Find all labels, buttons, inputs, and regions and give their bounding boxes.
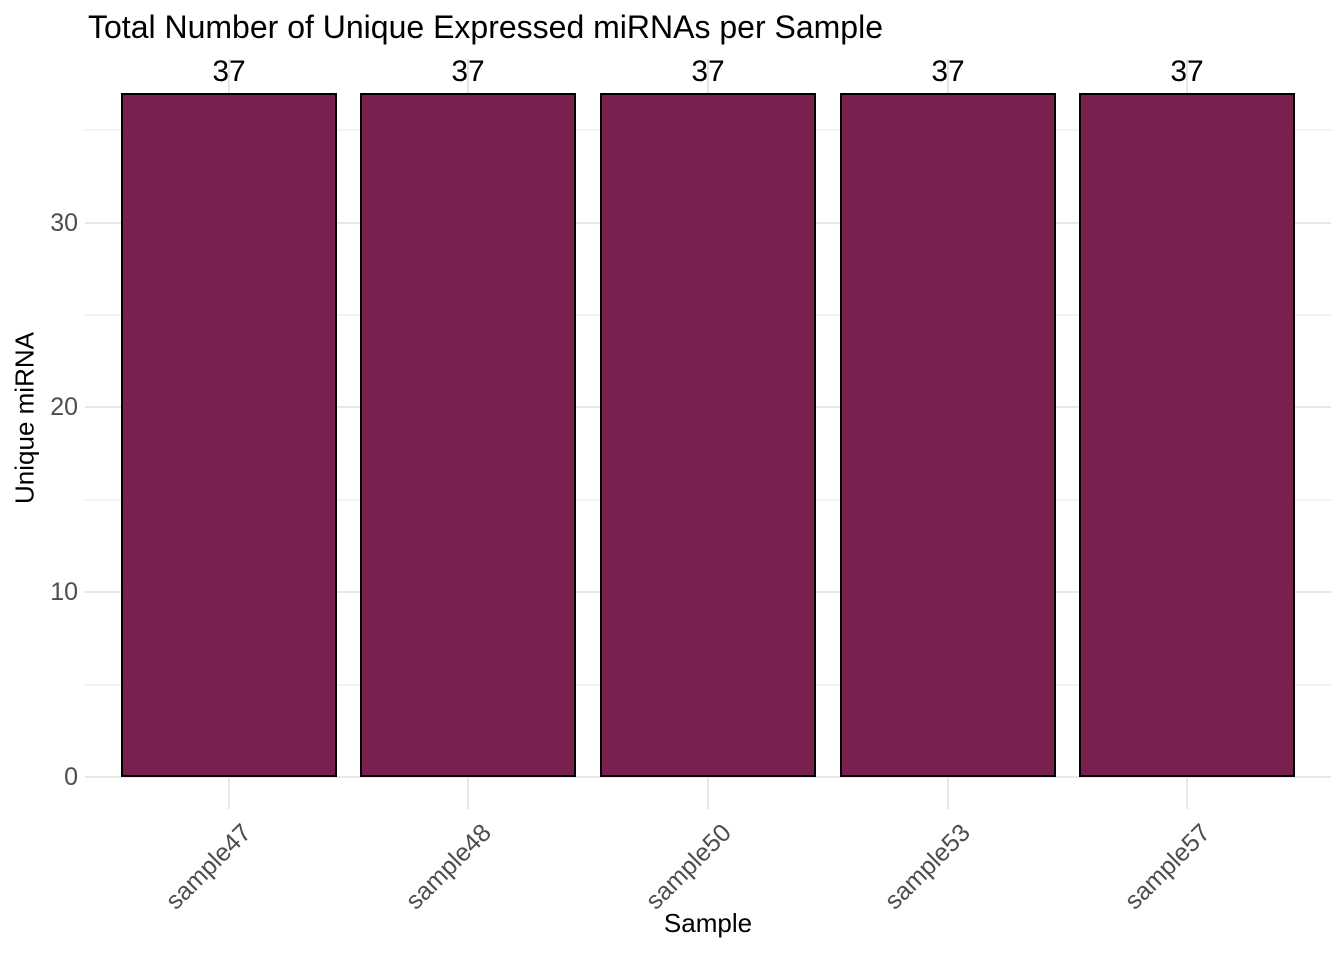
x-axis-tick — [467, 777, 470, 809]
x-axis-tick — [1186, 777, 1189, 809]
bar-value-label: 37 — [691, 55, 725, 89]
x-tick-label: sample50 — [639, 818, 737, 916]
y-tick-label: 10 — [50, 578, 78, 607]
y-tick-label: 0 — [64, 763, 78, 791]
y-tick-label: 20 — [50, 393, 78, 422]
x-tick-label: sample47 — [160, 818, 258, 916]
bar-value-label: 37 — [1170, 55, 1204, 89]
bar — [840, 93, 1056, 777]
x-tick-label: sample57 — [1119, 818, 1216, 916]
x-axis-tick — [707, 777, 709, 809]
bar — [600, 93, 816, 777]
bar-value-label: 37 — [931, 55, 965, 89]
plot-panel: 37 37 37 37 37 — [85, 55, 1331, 809]
x-axis-tick — [946, 777, 949, 809]
x-tick-label: sample53 — [879, 818, 977, 916]
y-tick-label: 30 — [50, 208, 78, 237]
x-axis-tick — [227, 777, 230, 809]
x-axis-title: Sample — [663, 908, 753, 938]
bar — [360, 93, 576, 777]
bar-value-label: 37 — [212, 55, 246, 89]
bar — [121, 93, 337, 777]
x-tick-label: sample48 — [400, 818, 497, 916]
chart-title: Total Number of Unique Expressed miRNAs … — [88, 9, 883, 45]
bar — [1079, 93, 1295, 777]
bar-value-label: 37 — [451, 55, 485, 89]
